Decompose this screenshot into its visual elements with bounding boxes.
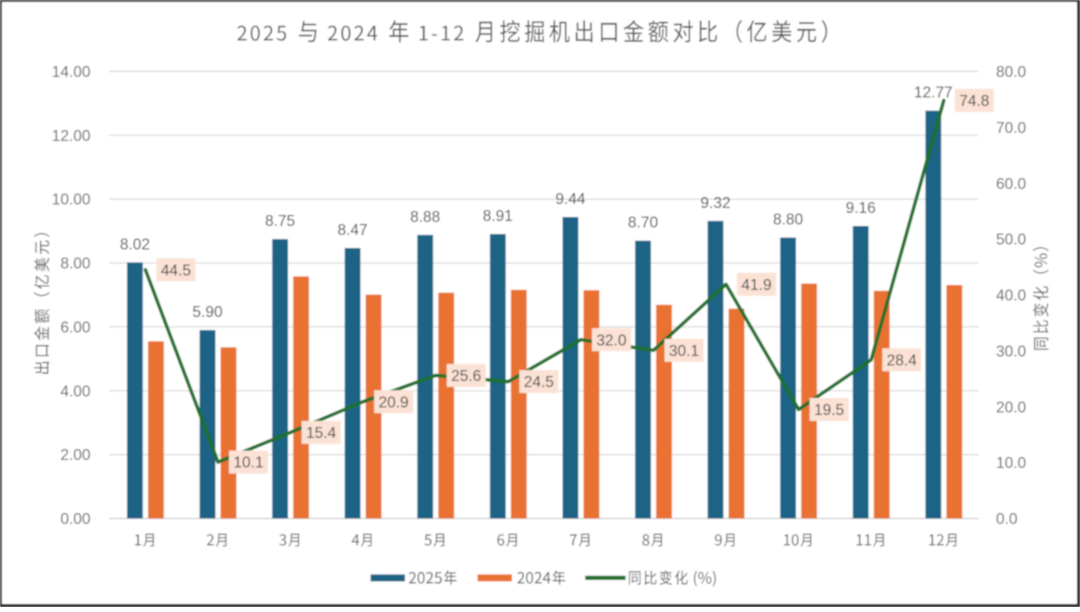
svg-text:8.00: 8.00 [60, 256, 91, 273]
svg-text:80.0: 80.0 [996, 64, 1027, 81]
svg-text:10.00: 10.00 [52, 192, 91, 209]
svg-text:8.80: 8.80 [773, 212, 804, 229]
svg-text:28.4: 28.4 [887, 352, 918, 369]
svg-text:9.44: 9.44 [555, 191, 586, 208]
svg-text:8.88: 8.88 [410, 209, 440, 226]
svg-text:8.70: 8.70 [628, 215, 659, 232]
svg-text:0.0: 0.0 [996, 511, 1018, 528]
svg-text:30.0: 30.0 [996, 343, 1027, 360]
svg-text:9.32: 9.32 [700, 195, 730, 212]
svg-text:12.77: 12.77 [914, 85, 953, 102]
svg-text:15.4: 15.4 [306, 425, 337, 442]
svg-text:8.02: 8.02 [120, 236, 150, 253]
svg-text:10.1: 10.1 [233, 455, 263, 472]
svg-text:10.0: 10.0 [996, 455, 1027, 472]
svg-text:41.9: 41.9 [741, 277, 771, 294]
svg-text:0.00: 0.00 [60, 511, 91, 528]
svg-text:50.0: 50.0 [996, 232, 1027, 249]
svg-text:8.47: 8.47 [338, 222, 368, 239]
svg-text:74.8: 74.8 [959, 93, 989, 110]
svg-text:70.0: 70.0 [996, 120, 1027, 137]
svg-text:44.5: 44.5 [161, 262, 191, 279]
svg-text:60.0: 60.0 [996, 176, 1027, 193]
svg-text:8.91: 8.91 [483, 208, 513, 225]
svg-text:30.1: 30.1 [669, 343, 699, 360]
svg-text:40.0: 40.0 [996, 288, 1027, 305]
svg-text:12.00: 12.00 [52, 128, 91, 145]
svg-text:5.90: 5.90 [192, 304, 223, 321]
svg-text:9.16: 9.16 [846, 200, 876, 217]
svg-text:32.0: 32.0 [596, 332, 627, 349]
svg-text:19.5: 19.5 [814, 402, 844, 419]
svg-text:6.00: 6.00 [60, 320, 91, 337]
svg-text:20.0: 20.0 [996, 399, 1027, 416]
svg-text:2.00: 2.00 [60, 447, 91, 464]
svg-text:25.6: 25.6 [451, 368, 481, 385]
svg-text:4.00: 4.00 [60, 383, 91, 400]
svg-text:20.9: 20.9 [379, 394, 409, 411]
svg-text:14.00: 14.00 [52, 64, 91, 81]
svg-text:24.5: 24.5 [524, 374, 554, 391]
svg-text:8.75: 8.75 [265, 213, 295, 230]
